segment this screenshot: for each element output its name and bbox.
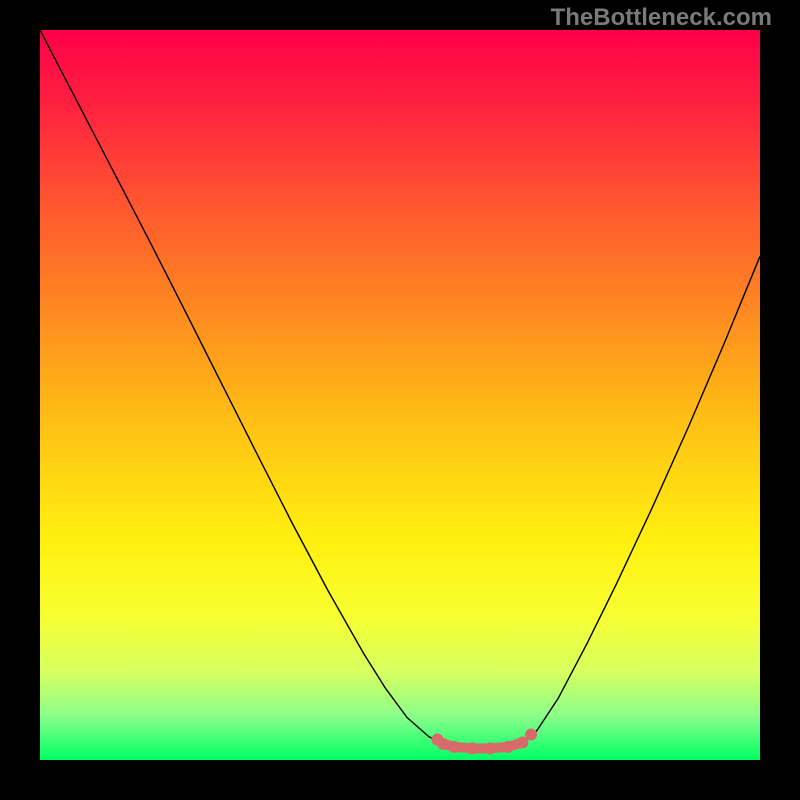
plot-area <box>40 30 760 760</box>
watermark-text: TheBottleneck.com <box>551 4 772 32</box>
bottleneck-curve-chart <box>0 0 800 800</box>
chart-frame: TheBottleneck.com <box>0 0 800 800</box>
